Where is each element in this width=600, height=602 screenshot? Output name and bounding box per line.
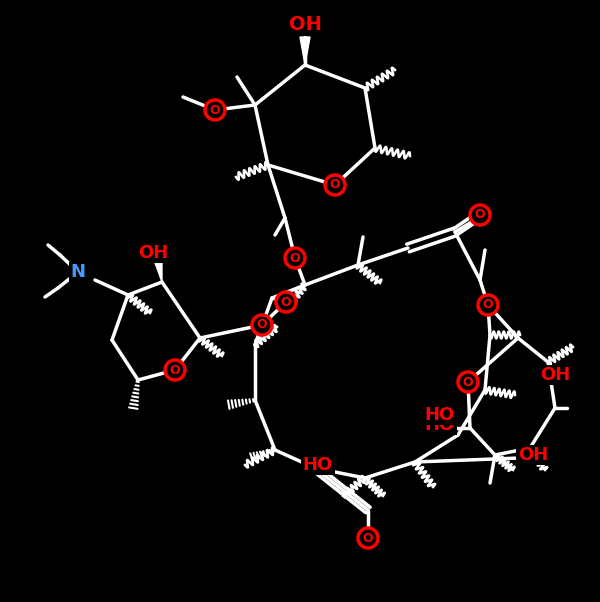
Text: HO: HO xyxy=(425,416,455,434)
Text: O: O xyxy=(475,208,485,222)
Text: O: O xyxy=(482,299,493,311)
Text: O: O xyxy=(463,376,473,388)
Circle shape xyxy=(164,359,186,381)
Text: OH: OH xyxy=(518,446,548,464)
Circle shape xyxy=(275,291,297,313)
Text: O: O xyxy=(209,104,220,117)
Text: OH: OH xyxy=(138,244,168,262)
Circle shape xyxy=(324,174,346,196)
Text: HO: HO xyxy=(425,406,455,424)
Circle shape xyxy=(477,294,499,316)
Circle shape xyxy=(457,371,479,393)
Circle shape xyxy=(469,204,491,226)
Polygon shape xyxy=(300,37,310,65)
Circle shape xyxy=(357,527,379,549)
Text: O: O xyxy=(290,252,301,264)
Text: O: O xyxy=(170,364,181,376)
Text: O: O xyxy=(281,296,292,308)
Text: OH: OH xyxy=(540,366,570,384)
Circle shape xyxy=(204,99,226,121)
Circle shape xyxy=(251,314,273,336)
Text: HO: HO xyxy=(303,456,333,474)
Text: O: O xyxy=(257,318,268,332)
Circle shape xyxy=(284,247,306,269)
Text: O: O xyxy=(362,532,373,544)
Polygon shape xyxy=(152,253,162,282)
Text: O: O xyxy=(329,179,340,191)
Text: OH: OH xyxy=(289,16,322,34)
Text: N: N xyxy=(71,263,86,281)
